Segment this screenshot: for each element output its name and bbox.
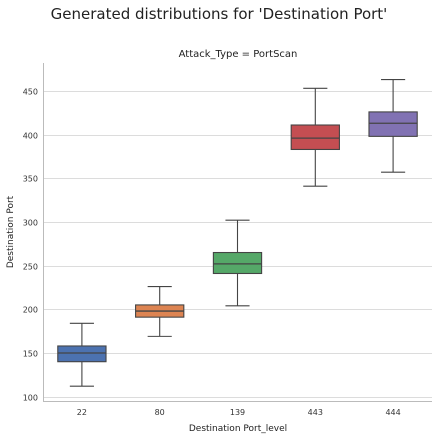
iqr-box [57,345,107,363]
x-tick-label: 443 [308,408,323,417]
y-axis-label: Destination Port [6,195,16,268]
boxes-layer [57,79,418,387]
iqr-box [290,124,340,151]
y-tick-label: 250 [23,263,38,272]
x-axis-label: Destination Port_level [189,424,287,434]
x-tick-label: 80 [155,408,165,417]
x-tick-labels: 22 80 139 443 444 [77,408,401,417]
panel-title: Attack_Type = PortScan [179,49,298,60]
iqr-box [212,251,263,275]
x-tick-label: 139 [230,408,245,417]
x-tick-label: 22 [77,408,87,417]
box-80 [135,286,185,337]
y-tick-label: 450 [23,88,38,97]
box-444 [368,79,418,173]
y-tick-label: 150 [23,350,38,359]
y-tick-label: 100 [23,394,38,403]
iqr-box [368,111,418,137]
x-tick-label: 444 [385,408,400,417]
y-tick-label: 300 [23,219,38,228]
chart-title: Generated distributions for 'Destination… [51,5,388,23]
y-tick-labels: 100 150 200 250 300 350 400 450 [23,88,38,403]
y-tick-label: 400 [23,132,38,141]
y-tick-label: 350 [23,175,38,184]
box-139 [212,219,263,307]
y-tick-label: 200 [23,306,38,315]
box-22 [57,322,107,387]
box-443 [290,87,340,187]
